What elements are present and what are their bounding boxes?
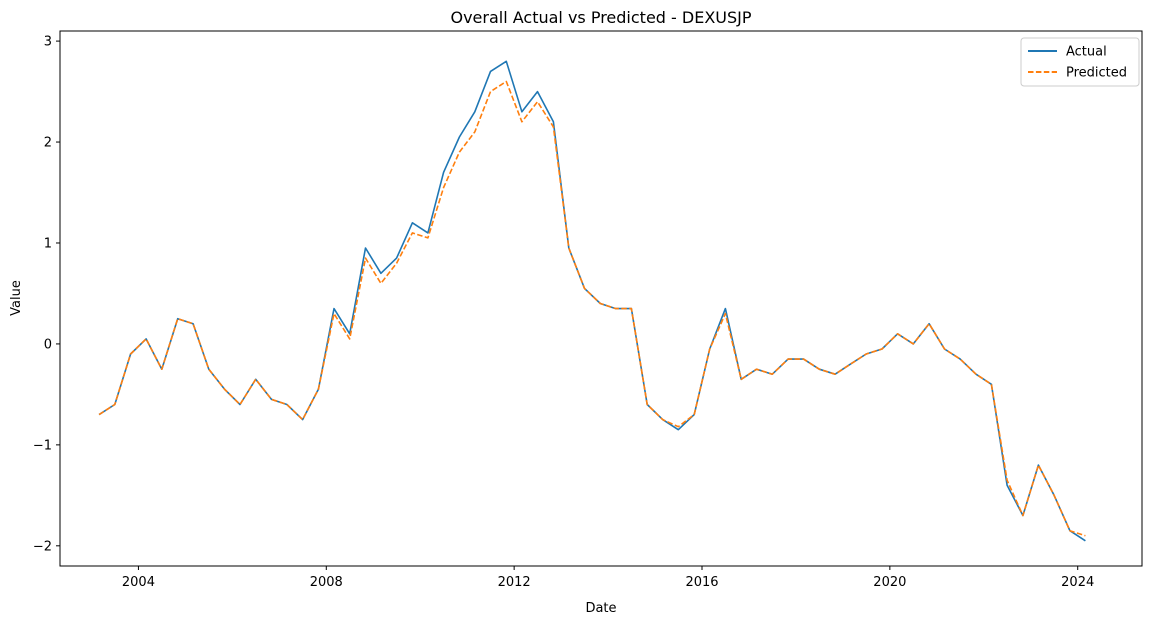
x-tick-label: 2012 <box>498 575 531 590</box>
axes-frame <box>59 30 1143 567</box>
x-tick-label: 2024 <box>1061 575 1094 590</box>
series-line-predicted <box>98 80 1086 537</box>
y-axis: −2 −1 0 1 2 3 <box>33 35 60 554</box>
y-tick-label: 3 <box>44 35 52 50</box>
x-tick-label: 2008 <box>310 575 343 590</box>
x-axis: 2004 2008 2012 2016 2020 2024 <box>122 566 1094 590</box>
y-axis-label: Value <box>9 280 24 316</box>
x-axis-label: Date <box>585 601 616 616</box>
y-tick-label: −2 <box>33 539 52 554</box>
legend-actual-label: Actual <box>1066 45 1107 60</box>
x-tick-label: 2016 <box>685 575 718 590</box>
legend: Actual Predicted <box>1020 37 1140 87</box>
y-tick-label: 1 <box>44 236 52 251</box>
chart-title: Overall Actual vs Predicted - DEXUSJP <box>450 8 751 27</box>
legend-predicted-label: Predicted <box>1066 66 1127 81</box>
x-tick-label: 2020 <box>873 575 906 590</box>
y-tick-label: 2 <box>44 136 52 151</box>
y-tick-label: 0 <box>44 337 52 352</box>
series-layer <box>98 60 1086 542</box>
plot-area <box>59 30 1143 567</box>
x-tick-label: 2004 <box>122 575 155 590</box>
y-tick-label: −1 <box>33 438 52 453</box>
